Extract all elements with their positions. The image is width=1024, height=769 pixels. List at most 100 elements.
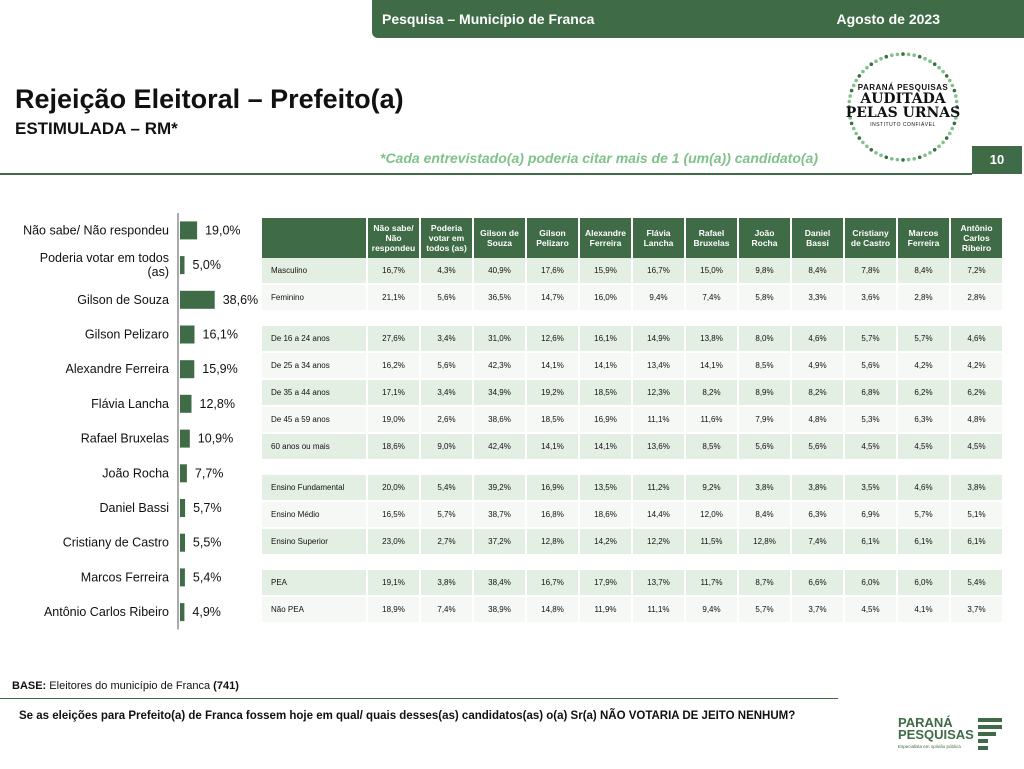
table-cell: 7,4% bbox=[791, 528, 845, 556]
table-cell: 9,4% bbox=[632, 284, 686, 312]
table-cell: 12,0% bbox=[685, 501, 739, 529]
table-cell: 12,3% bbox=[632, 379, 686, 407]
table-cell: 5,7% bbox=[738, 596, 792, 624]
bar-value-label: 4,9% bbox=[192, 605, 221, 619]
bar-value-label: 5,0% bbox=[193, 258, 222, 272]
table-cell: 6,1% bbox=[897, 528, 951, 556]
table-cell: 8,7% bbox=[738, 570, 792, 597]
table-cell: 14,1% bbox=[579, 352, 633, 380]
table-cell: 5,6% bbox=[738, 433, 792, 461]
table-cell: 12,6% bbox=[526, 326, 580, 353]
page-subtitle: ESTIMULADA – RM* bbox=[15, 119, 178, 138]
table-row-label: De 45 a 59 anos bbox=[262, 406, 368, 434]
table-cell: 14,7% bbox=[526, 284, 580, 312]
table-cell: 12,8% bbox=[738, 528, 792, 556]
bar-category-label: Daniel Bassi bbox=[100, 501, 169, 515]
table-cell: 21,1% bbox=[367, 284, 421, 312]
table-cell: 14,2% bbox=[579, 528, 633, 556]
table-cell: 3,4% bbox=[420, 379, 474, 407]
table-row: De 16 a 24 anos 27,6% 3,4% 31,0% 12,6% 16,1% 1… bbox=[262, 326, 1004, 353]
table-cell: 16,7% bbox=[367, 258, 421, 285]
table-cell: 3,7% bbox=[791, 596, 845, 624]
survey-question: Se as eleições para Prefeito(a) de Franc… bbox=[19, 710, 796, 722]
table-cell: 38,7% bbox=[473, 501, 527, 529]
table-cell: 2,6% bbox=[420, 406, 474, 434]
table-cell: 16,2% bbox=[367, 352, 421, 380]
table-cell: 15,9% bbox=[579, 258, 633, 285]
table-cell: 6,2% bbox=[950, 379, 1004, 407]
table-cell: 3,5% bbox=[844, 475, 898, 502]
table-cell: 4,2% bbox=[897, 352, 951, 380]
table-row: 60 anos ou mais 18,6% 9,0% 42,4% 14,1% 14,1% 1… bbox=[262, 433, 1004, 461]
table-cell: 8,9% bbox=[738, 379, 792, 407]
table-cell: 3,7% bbox=[950, 596, 1004, 624]
table-cell: 7,9% bbox=[738, 406, 792, 434]
table-cell: 19,2% bbox=[526, 379, 580, 407]
table-cell: 11,6% bbox=[685, 406, 739, 434]
page-number: 10 bbox=[972, 146, 1022, 174]
base-note: BASE: Eleitores do município de Franca (… bbox=[12, 680, 239, 692]
table-cell: 16,7% bbox=[526, 570, 580, 597]
top-banner: Pesquisa – Município de Franca Agosto de… bbox=[372, 0, 1024, 38]
bar-category-label: Rafael Bruxelas bbox=[81, 432, 169, 446]
survey-label: Pesquisa – Município de Franca bbox=[382, 11, 595, 27]
table-cell: 4,5% bbox=[897, 433, 951, 461]
table-cell: 5,7% bbox=[897, 326, 951, 353]
table-cell: 14,9% bbox=[632, 326, 686, 353]
bar-mark bbox=[180, 360, 195, 379]
table-cell: 12,2% bbox=[632, 528, 686, 556]
bar-value-label: 38,6% bbox=[223, 293, 258, 307]
bar-value-label: 10,9% bbox=[198, 432, 233, 446]
table-cell: 6,8% bbox=[844, 379, 898, 407]
header-divider bbox=[0, 173, 972, 175]
table-cell: 2,8% bbox=[897, 284, 951, 312]
table-cell: 19,1% bbox=[367, 570, 421, 597]
table-cell: 38,6% bbox=[473, 406, 527, 434]
bar-value-label: 5,4% bbox=[193, 570, 222, 584]
table-cell: 36,5% bbox=[473, 284, 527, 312]
bar-category-label: Marcos Ferreira bbox=[81, 570, 169, 584]
table-cell: 27,6% bbox=[367, 326, 421, 353]
table-cell: 16,7% bbox=[632, 258, 686, 285]
table-column-header: Antônio Carlos Ribeiro bbox=[950, 218, 1004, 258]
table-cell: 38,9% bbox=[473, 596, 527, 624]
table-cell: 11,9% bbox=[579, 596, 633, 624]
table-cell: 37,2% bbox=[473, 528, 527, 556]
table-column-header: Gilson de Souza bbox=[473, 218, 527, 258]
table-cell: 34,9% bbox=[473, 379, 527, 407]
table-cell: 16,9% bbox=[526, 475, 580, 502]
table-corner bbox=[262, 218, 368, 258]
table-row: Ensino Superior 23,0% 2,7% 37,2% 12,8% 14,2% 1… bbox=[262, 528, 1004, 556]
bar-category-label: Alexandre Ferreira bbox=[65, 362, 169, 376]
date-label: Agosto de 2023 bbox=[836, 11, 940, 27]
table-cell: 5,7% bbox=[897, 501, 951, 529]
table-cell: 5,7% bbox=[420, 501, 474, 529]
bar-category-label: Não sabe/ Não respondeu bbox=[23, 223, 169, 237]
table-row-label: Feminino bbox=[262, 284, 368, 312]
table-cell: 6,0% bbox=[897, 570, 951, 597]
table-cell: 2,7% bbox=[420, 528, 474, 556]
table-cell: 17,6% bbox=[526, 258, 580, 285]
table-column-header: João Rocha bbox=[738, 218, 792, 258]
table-cell: 13,4% bbox=[632, 352, 686, 380]
table-cell: 7,4% bbox=[420, 596, 474, 624]
table-cell: 6,2% bbox=[897, 379, 951, 407]
table-cell: 42,4% bbox=[473, 433, 527, 461]
table-cell: 16,9% bbox=[579, 406, 633, 434]
bar-value-label: 12,8% bbox=[200, 397, 235, 411]
table-cell: 9,8% bbox=[738, 258, 792, 285]
table-cell: 4,3% bbox=[420, 258, 474, 285]
table-column-header: Gilson Pelizaro bbox=[526, 218, 580, 258]
table-column-header: Não sabe/Não respondeu bbox=[367, 218, 421, 258]
bar-category-label: Gilson de Souza bbox=[77, 293, 169, 307]
table-cell: 9,2% bbox=[685, 475, 739, 502]
table-cell: 9,0% bbox=[420, 433, 474, 461]
table-cell: 5,6% bbox=[791, 433, 845, 461]
table-row: Ensino Fundamental 20,0% 5,4% 39,2% 16,9% 13,… bbox=[262, 475, 1004, 502]
rejection-bar-chart: Não sabe/ Não respondeu 19,0% Poderia vota… bbox=[23, 213, 258, 630]
table-cell: 5,8% bbox=[738, 284, 792, 312]
table-cell: 8,4% bbox=[738, 501, 792, 529]
table-cell: 19,0% bbox=[367, 406, 421, 434]
table-group-spacer bbox=[262, 555, 1003, 570]
table-cell: 11,5% bbox=[685, 528, 739, 556]
